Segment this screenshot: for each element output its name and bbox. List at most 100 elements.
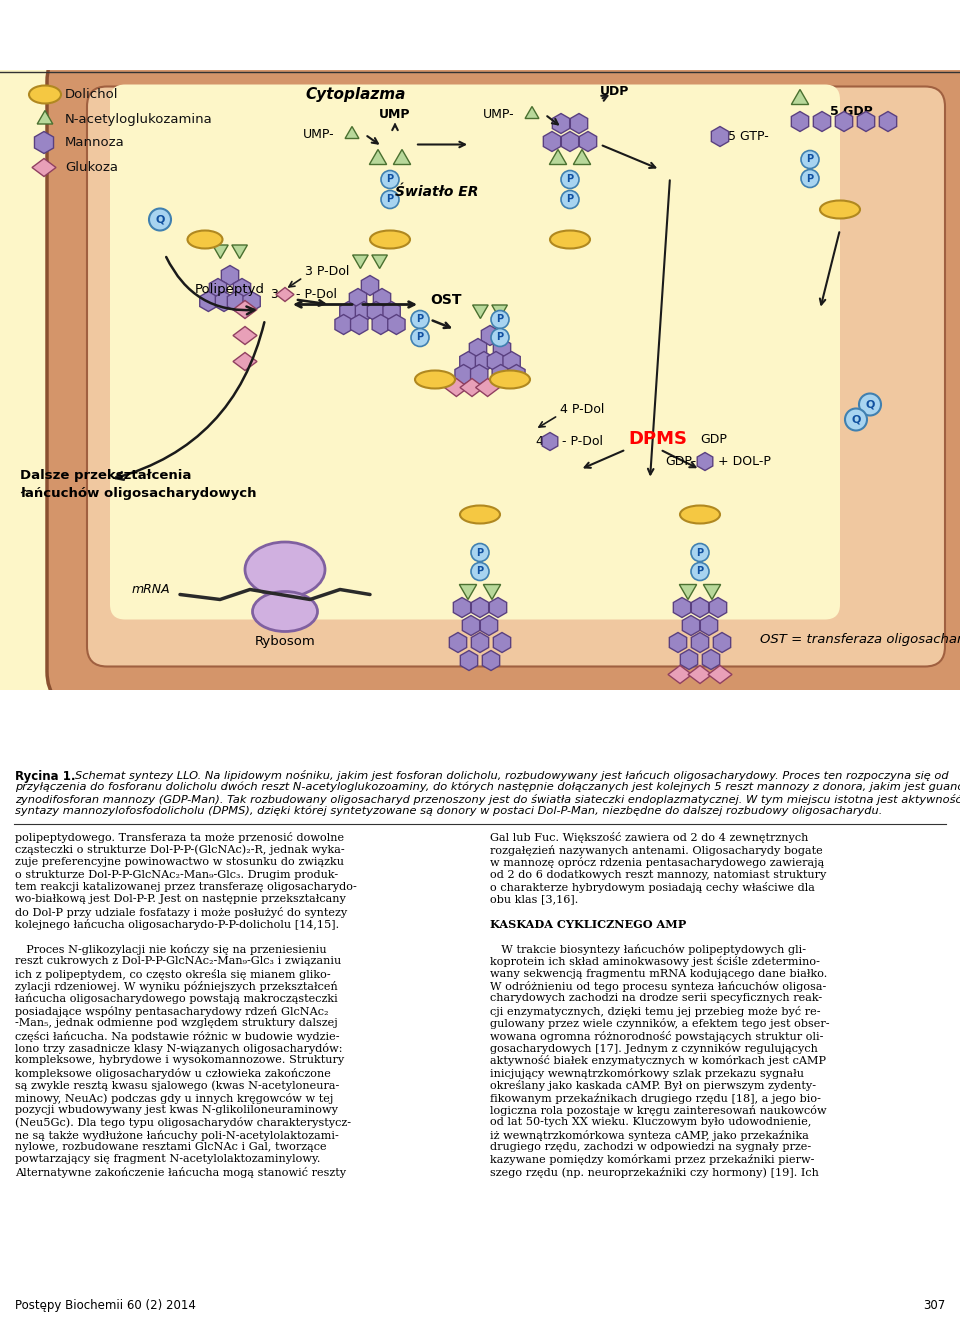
Polygon shape <box>857 111 875 132</box>
Polygon shape <box>579 132 597 152</box>
Polygon shape <box>475 379 499 396</box>
Text: P: P <box>417 333 423 342</box>
Polygon shape <box>562 132 579 152</box>
Text: o strukturze Dol-P-P-GlcNAc₂-Man₉-Glc₃. Drugim produk-: o strukturze Dol-P-P-GlcNAc₂-Man₉-Glc₃. … <box>15 870 338 879</box>
Polygon shape <box>552 114 569 133</box>
Polygon shape <box>493 338 511 359</box>
Text: inicjujący wewnątrzkomórkowy szlak przekazu sygnału: inicjujący wewnątrzkomórkowy szlak przek… <box>490 1068 804 1078</box>
Text: rozgałęzień nazywanych antenami. Oligosacharydy bogate: rozgałęzień nazywanych antenami. Oligosa… <box>490 845 823 855</box>
Polygon shape <box>481 326 498 346</box>
Text: OST: OST <box>430 293 462 306</box>
Text: + DOL-P: + DOL-P <box>718 455 771 469</box>
Ellipse shape <box>245 543 325 597</box>
Circle shape <box>561 170 579 189</box>
Text: 307: 307 <box>923 1299 945 1312</box>
Polygon shape <box>480 615 497 635</box>
Text: zuje preferencyjne powinowactwo w stosunku do związku: zuje preferencyjne powinowactwo w stosun… <box>15 857 344 867</box>
Polygon shape <box>228 292 245 312</box>
Circle shape <box>381 170 399 189</box>
Polygon shape <box>368 301 385 322</box>
Text: wowana ogromna różnorodność powstających struktur oli-: wowana ogromna różnorodność powstających… <box>490 1031 824 1041</box>
Text: DPMS: DPMS <box>628 430 687 449</box>
Text: -Man₅, jednak odmienne pod względem struktury dalszej: -Man₅, jednak odmienne pod względem stru… <box>15 1018 338 1028</box>
Polygon shape <box>542 433 558 450</box>
Polygon shape <box>488 351 505 371</box>
Polygon shape <box>708 665 732 684</box>
Circle shape <box>691 562 709 581</box>
Text: przyłączenia do fosforanu dolicholu dwóch reszt N-acetyloglukozoaminy, do któryc: przyłączenia do fosforanu dolicholu dwóc… <box>15 781 960 792</box>
Polygon shape <box>813 111 830 132</box>
Circle shape <box>491 329 509 346</box>
Polygon shape <box>688 665 712 684</box>
Text: od lat 50-tych XX wieku. Kluczowym było udowodnienie,: od lat 50-tych XX wieku. Kluczowym było … <box>490 1117 811 1127</box>
Text: Postępy Biochemii 60 (2) 2014: Postępy Biochemii 60 (2) 2014 <box>15 1299 196 1312</box>
Circle shape <box>801 169 819 187</box>
Polygon shape <box>372 314 390 334</box>
Text: 5 GDP: 5 GDP <box>830 106 873 117</box>
Text: o charakterze hybrydowym posiadają cechy właściwe dla: o charakterze hybrydowym posiadają cechy… <box>490 882 815 892</box>
Text: UMP: UMP <box>379 108 411 121</box>
Text: od 2 do 6 dodatkowych reszt mannozy, natomiast struktury: od 2 do 6 dodatkowych reszt mannozy, nat… <box>490 870 827 879</box>
Polygon shape <box>243 292 260 312</box>
Polygon shape <box>453 598 470 618</box>
Circle shape <box>491 310 509 329</box>
Polygon shape <box>460 379 484 396</box>
Text: reszt cukrowych z Dol-P-P-GlcNAc₂-Man₉-Glc₃ i związaniu: reszt cukrowych z Dol-P-P-GlcNAc₂-Man₉-G… <box>15 956 341 966</box>
Text: gosacharydowych [17]. Jednym z czynników regulujących: gosacharydowych [17]. Jednym z czynników… <box>490 1043 818 1053</box>
Polygon shape <box>449 632 467 652</box>
Polygon shape <box>463 615 480 635</box>
Polygon shape <box>233 352 257 371</box>
Polygon shape <box>709 598 727 618</box>
Text: GDP-: GDP- <box>665 455 696 469</box>
Text: wo-białkową jest Dol-P-P. Jest on następnie przekształcany: wo-białkową jest Dol-P-P. Jest on następ… <box>15 894 346 904</box>
Polygon shape <box>335 314 352 334</box>
Polygon shape <box>459 585 477 599</box>
Text: cji enzymatycznych, dzięki temu jej przebieg może być re-: cji enzymatycznych, dzięki temu jej prze… <box>490 1006 821 1016</box>
Circle shape <box>411 329 429 346</box>
Polygon shape <box>475 351 492 371</box>
Polygon shape <box>673 598 690 618</box>
Text: tem reakcji katalizowanej przez transferazę oligosacharydo-: tem reakcji katalizowanej przez transfer… <box>15 882 357 892</box>
Polygon shape <box>711 127 729 147</box>
Text: P: P <box>387 194 394 205</box>
Text: P: P <box>387 174 394 185</box>
Text: P: P <box>496 314 504 325</box>
Polygon shape <box>361 276 378 296</box>
Polygon shape <box>383 301 400 322</box>
Text: fikowanym przekaźnikach drugiego rzędu [18], a jego bio-: fikowanym przekaźnikach drugiego rzędu [… <box>490 1093 821 1104</box>
Polygon shape <box>233 279 251 298</box>
Text: koprotein ich skład aminokwasowy jest ściśle zdetermino-: koprotein ich skład aminokwasowy jest śc… <box>490 956 820 968</box>
Text: posiadające wspólny pentasacharydowy rdzeń GlcNAc₂: posiadające wspólny pentasacharydowy rdz… <box>15 1006 328 1016</box>
Polygon shape <box>543 132 561 152</box>
Polygon shape <box>276 288 294 301</box>
Text: kolejnego łańcucha oligosacharydo-P-P-dolicholu [14,15].: kolejnego łańcucha oligosacharydo-P-P-do… <box>15 919 339 931</box>
Polygon shape <box>680 585 697 599</box>
Text: P: P <box>417 314 423 325</box>
Text: Dolichol: Dolichol <box>65 88 118 102</box>
Circle shape <box>845 408 867 430</box>
Text: pozycji wbudowywany jest kwas N-glikoliloneuraminowy: pozycji wbudowywany jest kwas N-glikolil… <box>15 1105 338 1115</box>
Polygon shape <box>373 289 391 309</box>
Polygon shape <box>683 615 700 635</box>
Polygon shape <box>525 107 539 119</box>
Text: określany jako kaskada cAMP. Był on pierwszym zydenty-: określany jako kaskada cAMP. Był on pier… <box>490 1080 816 1092</box>
Text: 3 P-Dol: 3 P-Dol <box>305 265 349 279</box>
Polygon shape <box>570 114 588 133</box>
Ellipse shape <box>29 86 61 103</box>
Polygon shape <box>372 255 388 268</box>
Polygon shape <box>503 351 520 371</box>
Polygon shape <box>233 326 257 345</box>
Polygon shape <box>691 598 708 618</box>
Text: 3: 3 <box>270 288 277 301</box>
Text: P: P <box>566 194 573 205</box>
Text: polipeptydowego. Transferaza ta może przenosić dowolne: polipeptydowego. Transferaza ta może prz… <box>15 833 344 843</box>
Circle shape <box>859 393 881 416</box>
Polygon shape <box>469 338 487 359</box>
Text: Mannoza: Mannoza <box>65 136 125 149</box>
FancyBboxPatch shape <box>47 46 960 706</box>
Text: nylowe, rozbudowane resztami GlcNAc i Gal, tworzące: nylowe, rozbudowane resztami GlcNAc i Ga… <box>15 1142 326 1152</box>
Polygon shape <box>482 651 499 671</box>
Polygon shape <box>573 149 590 165</box>
Text: Dalsze przekształcenia
łańcuchów oligosacharydowych: Dalsze przekształcenia łańcuchów oligosa… <box>20 469 256 500</box>
Polygon shape <box>493 632 511 652</box>
